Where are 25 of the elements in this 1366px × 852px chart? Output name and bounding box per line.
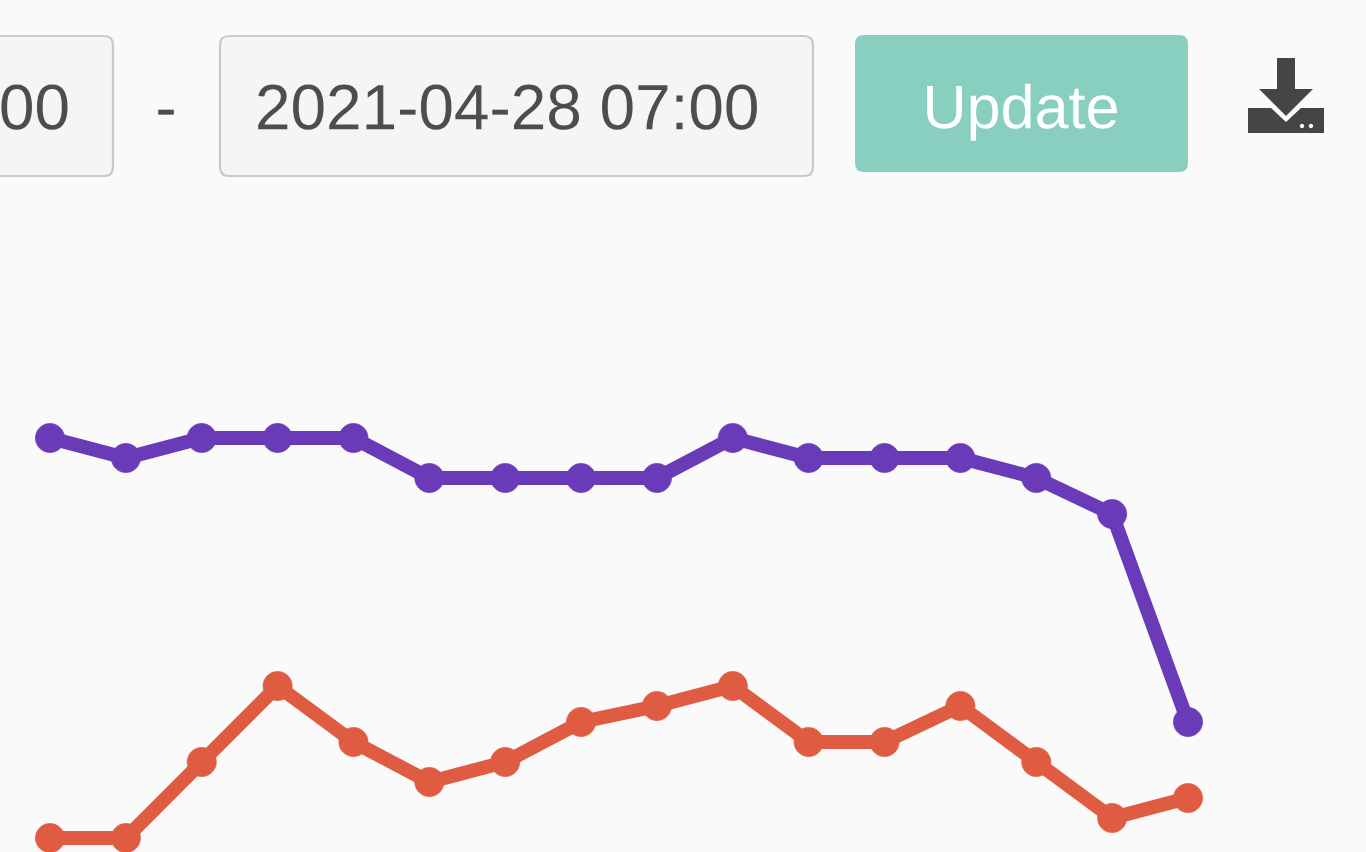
point [566,463,596,493]
point [338,423,369,453]
point [1173,783,1203,813]
point [490,747,521,777]
point [1021,463,1052,493]
point [110,823,141,852]
point [490,463,521,493]
text: 2021-04-28 07:00 [258,84,757,130]
point [945,691,976,721]
point [793,443,824,473]
point [793,727,824,757]
point [414,767,445,797]
point [566,707,596,737]
point [110,443,141,473]
point [945,443,976,473]
text: 00 [1,84,68,130]
point [414,463,445,493]
point [869,443,900,473]
point [35,823,65,852]
point [35,423,65,453]
text: - [158,109,174,115]
point [717,423,748,453]
point [717,671,748,701]
point [869,727,900,757]
text: Update [927,83,1117,141]
